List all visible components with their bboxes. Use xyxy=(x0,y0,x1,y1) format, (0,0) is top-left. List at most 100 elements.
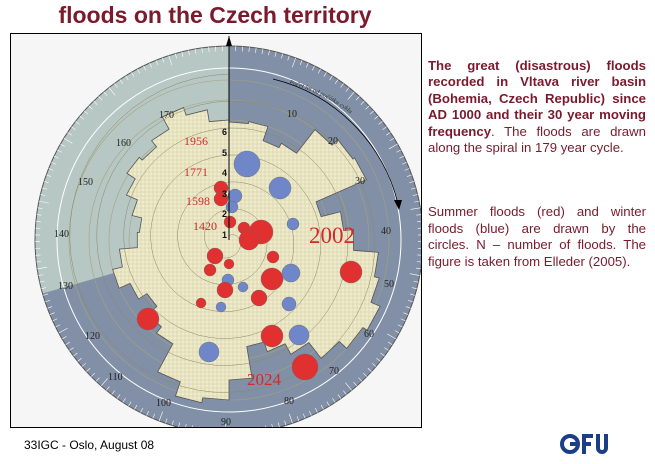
dial-tick xyxy=(40,194,46,196)
dial-tick xyxy=(149,62,152,68)
dial-tick xyxy=(415,267,421,270)
dial-tick xyxy=(146,410,149,416)
dial-tick xyxy=(91,372,95,377)
dial-tick xyxy=(137,68,141,74)
dial-tick xyxy=(248,47,250,53)
footer-text: 33IGC - Oslo, August 08 xyxy=(24,438,155,452)
dial-tick xyxy=(396,149,401,153)
dial-tick xyxy=(158,411,163,422)
dial-tick xyxy=(376,357,381,362)
winter-flood-circle xyxy=(215,301,227,313)
dial-tick xyxy=(67,132,72,136)
dial-tick xyxy=(114,83,118,88)
dial-label-20: 20 xyxy=(328,136,338,147)
dial-tick xyxy=(413,280,419,283)
dial-tick xyxy=(372,363,377,367)
dial-tick xyxy=(51,161,56,165)
gfu-logo xyxy=(560,430,614,458)
dial-tick xyxy=(387,341,393,346)
dial-label-170: 170 xyxy=(159,110,174,121)
summer-flood-circle xyxy=(266,250,280,264)
dial-tick xyxy=(181,51,184,57)
dial-tick xyxy=(312,65,315,71)
dial-tick xyxy=(171,420,174,426)
dial-tick xyxy=(178,422,181,427)
dial-tick xyxy=(77,357,82,362)
dial-tick xyxy=(343,390,347,395)
dial-tick xyxy=(408,300,413,303)
winter-flood-circle xyxy=(286,217,300,231)
dial-tick xyxy=(409,273,420,276)
dial-tick xyxy=(358,377,363,382)
dial-tick xyxy=(88,105,93,110)
dial-tick xyxy=(42,293,48,296)
dial-tick xyxy=(405,306,411,309)
dial-label-30: 30 xyxy=(355,176,365,187)
intro-rest: The floods are drawn along the spiral in… xyxy=(428,123,646,156)
dial-tick xyxy=(100,378,108,387)
dial-tick xyxy=(93,100,98,105)
intro-bold: The great (disastrous) floods recorded i… xyxy=(428,58,646,139)
summer-flood-circle xyxy=(250,289,268,307)
dial-label-40: 40 xyxy=(381,226,391,237)
dial-tick xyxy=(363,372,367,377)
year-label-1420: 1420 xyxy=(193,219,217,233)
dial-tick xyxy=(71,126,76,130)
dial-tick xyxy=(81,363,86,367)
summer-flood-circle xyxy=(216,281,234,299)
dial-tick xyxy=(389,137,395,142)
dial-label-60: 60 xyxy=(364,329,374,340)
summer-flood-circle xyxy=(195,297,207,309)
n-label-5: 5 xyxy=(222,148,227,158)
dial-tick xyxy=(84,110,89,115)
dial-tick xyxy=(403,312,409,315)
dial-label-80: 80 xyxy=(284,396,294,407)
dial-label-90: 90 xyxy=(221,417,231,427)
summer-flood-circle xyxy=(260,267,284,291)
year-label-1771: 1771 xyxy=(184,165,208,179)
dial-tick xyxy=(345,87,350,92)
winter-flood-circle xyxy=(198,341,220,363)
dial-tick xyxy=(116,394,121,399)
dial-tick xyxy=(414,200,420,203)
dial-tick xyxy=(410,207,421,210)
dial-tick xyxy=(340,83,344,88)
dial-tick xyxy=(103,91,108,96)
dial-tick xyxy=(277,422,280,427)
dial-tick xyxy=(108,87,116,96)
cycle-arrow xyxy=(272,78,399,205)
dial-tick xyxy=(409,181,415,184)
flood-circles xyxy=(136,150,363,381)
dial-tick xyxy=(86,368,91,372)
dial-tick xyxy=(63,137,73,144)
dial-label-50: 50 xyxy=(384,279,394,290)
dial-tick xyxy=(367,368,372,372)
dial-tick xyxy=(334,79,339,84)
dial-tick xyxy=(402,161,407,165)
dial-tick xyxy=(37,267,48,270)
n-count-labels: 1 2 3 4 5 6 xyxy=(222,127,227,240)
dial-tick xyxy=(412,194,418,196)
dial-tick xyxy=(264,425,266,427)
dial-tick xyxy=(106,386,110,391)
dial-tick xyxy=(57,149,62,153)
winter-flood-circle xyxy=(281,263,301,283)
intro-end: . xyxy=(491,123,495,139)
dial-tick xyxy=(284,420,287,426)
description-panel: The great (disastrous) floods recorded i… xyxy=(428,58,646,270)
winter-flood-circle xyxy=(227,188,243,204)
cycle-arrowhead xyxy=(394,200,402,210)
dial-tick xyxy=(404,168,410,171)
spiral-diagram: Počet let od počátku cyklu 10 20 30 40 5… xyxy=(11,34,421,427)
dial-tick xyxy=(261,48,264,54)
dial-tick xyxy=(400,318,406,322)
dial-tick xyxy=(291,57,296,68)
dial-tick xyxy=(268,50,270,56)
dial-tick xyxy=(302,413,306,419)
dial-label-100: 100 xyxy=(156,398,171,409)
n-label-6: 6 xyxy=(222,127,227,137)
dial-tick xyxy=(174,53,177,59)
n-label-4: 4 xyxy=(222,168,227,178)
summer-flood-circle xyxy=(223,215,237,229)
dial-tick xyxy=(55,324,61,328)
